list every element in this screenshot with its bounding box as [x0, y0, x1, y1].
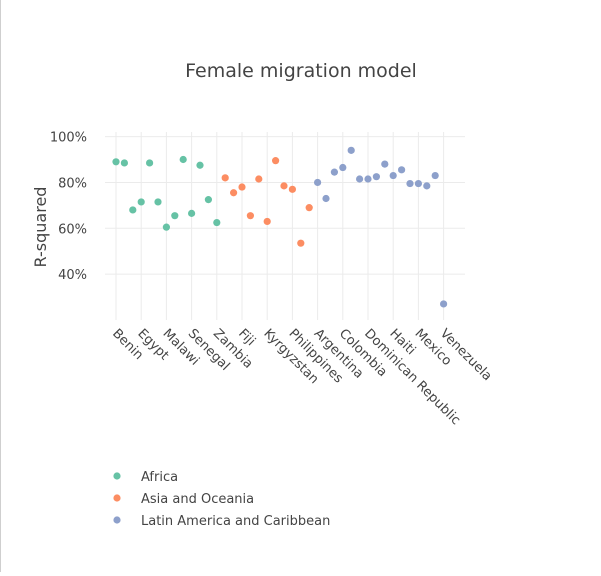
data-point [305, 204, 313, 212]
data-point [297, 239, 305, 247]
data-point [406, 179, 414, 188]
data-point [431, 171, 439, 180]
grid-lines [105, 132, 465, 320]
legend-item[interactable]: Asia and Oceania [113, 492, 254, 507]
data-point [339, 163, 347, 172]
legend-label: Asia and Oceania [141, 492, 254, 507]
data-point [204, 196, 212, 204]
data-point [179, 155, 187, 164]
data-point [263, 217, 271, 226]
data-point [372, 173, 380, 181]
data-point [255, 175, 263, 183]
y-tick-label: 100% [50, 131, 87, 146]
data-point [162, 223, 170, 231]
legend-label: Latin America and Caribbean [141, 514, 330, 529]
data-point [120, 159, 128, 167]
data-point [356, 175, 364, 183]
data-point [423, 182, 431, 190]
data-point [246, 212, 254, 220]
data-point [322, 194, 330, 203]
data-point [129, 206, 137, 214]
data-point [330, 168, 338, 176]
data-point [288, 185, 296, 193]
y-tick-label: 40% [58, 268, 87, 283]
data-point [414, 179, 422, 188]
data-point [188, 209, 196, 217]
legend-marker [113, 516, 121, 524]
data-point [347, 146, 355, 154]
data-point [398, 166, 406, 174]
legend-item[interactable]: Latin America and Caribbean [113, 514, 330, 529]
data-point [146, 159, 154, 167]
data-point [213, 218, 221, 227]
data-point [389, 171, 397, 180]
legend-marker [113, 472, 121, 480]
data-points [112, 146, 448, 308]
data-point [314, 178, 322, 187]
data-point [238, 183, 246, 191]
y-axis-label: R-squared [31, 187, 50, 268]
data-point [196, 161, 204, 169]
data-point [440, 300, 448, 308]
data-point [280, 182, 288, 190]
legend-marker [113, 494, 121, 502]
y-tick-label: 60% [58, 222, 87, 237]
chart-title: Female migration model [185, 60, 417, 82]
legend[interactable]: Africa Asia and Oceania Latin America and … [113, 470, 330, 529]
y-axis-ticks: 40% 60% 80% 100% [50, 131, 87, 284]
y-tick-label: 80% [58, 176, 87, 191]
data-point [154, 198, 162, 206]
data-point [272, 157, 280, 165]
data-point [112, 158, 120, 166]
data-point [230, 189, 238, 197]
legend-label: Africa [141, 470, 178, 485]
data-point [364, 175, 372, 183]
legend-item[interactable]: Africa [113, 470, 178, 485]
data-point [137, 198, 145, 206]
data-point [221, 174, 229, 182]
data-point [381, 160, 389, 168]
data-point [171, 212, 179, 220]
